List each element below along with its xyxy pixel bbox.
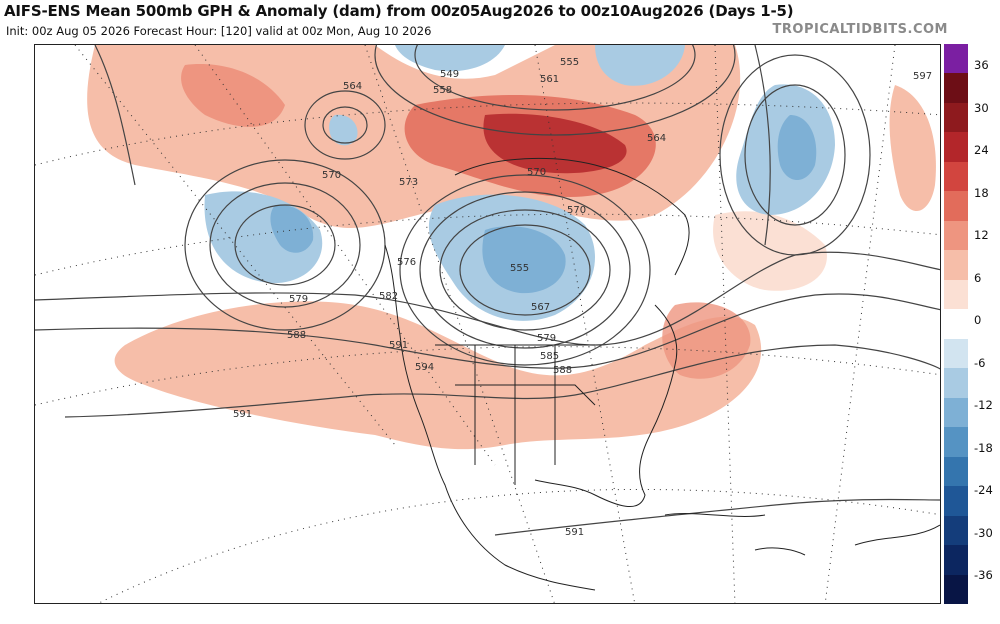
colorbar-tick-label: 30 [974, 101, 989, 115]
colorbar-segment [944, 427, 968, 457]
contour-label: 561 [540, 74, 559, 85]
contour-label: 594 [415, 362, 434, 373]
graticule [35, 45, 940, 603]
contour-label: 570 [322, 170, 341, 181]
contour-label: 591 [565, 527, 584, 538]
contour-label: 570 [567, 205, 586, 216]
contour-label: 555 [560, 57, 579, 68]
colorbar-tick-label: -18 [974, 441, 993, 455]
colorbar-segment [944, 309, 968, 339]
contour-label: 564 [647, 133, 666, 144]
coastlines [384, 157, 940, 591]
colorbar-segment [944, 280, 968, 309]
colorbar-tick-label: -30 [974, 526, 993, 540]
negative-anomaly-regions [204, 45, 835, 321]
colorbar-segment [944, 339, 968, 368]
contour-label: 588 [287, 330, 306, 341]
colorbar-segment [944, 221, 968, 250]
colorbar-tick-label: 36 [974, 58, 989, 72]
contour-label: 570 [527, 167, 546, 178]
colorbar-segment [944, 457, 968, 486]
contour-labels: 564 549 555 558 561 564 570 573 570 570 … [233, 57, 932, 538]
colorbar-segment [944, 545, 968, 575]
anomaly-colorbar [944, 44, 968, 604]
contour-label: 549 [440, 69, 459, 80]
colorbar-tick-label: -36 [974, 568, 993, 582]
contour-label: 573 [399, 177, 418, 188]
contour-label: 558 [433, 85, 452, 96]
contour-label: 597 [913, 71, 932, 82]
colorbar-segment [944, 103, 968, 132]
page-title: AIFS-ENS Mean 500mb GPH & Anomaly (dam) … [4, 2, 794, 20]
brand-watermark: TROPICALTIDBITS.COM [772, 22, 948, 37]
contour-label: 591 [389, 340, 408, 351]
contour-label: 564 [343, 81, 362, 92]
colorbar-tick-label: -24 [974, 483, 993, 497]
contour-label: 579 [289, 294, 308, 305]
contour-label: 585 [540, 351, 559, 362]
contour-label: 582 [379, 291, 398, 302]
contour-label: 588 [553, 365, 572, 376]
contour-label: 567 [531, 302, 550, 313]
colorbar-segment [944, 398, 968, 427]
contour-label: 576 [397, 257, 416, 268]
contour-label: 555 [510, 263, 529, 274]
colorbar-segment [944, 73, 968, 103]
forecast-subtitle: Init: 00z Aug 05 2026 Forecast Hour: [12… [6, 24, 432, 38]
colorbar-tick-label: -12 [974, 398, 993, 412]
colorbar-segment [944, 191, 968, 221]
colorbar-segment [944, 516, 968, 545]
colorbar-segment [944, 162, 968, 191]
colorbar-tick-label: 0 [974, 313, 982, 327]
weather-map[interactable]: 564 549 555 558 561 564 570 573 570 570 … [34, 44, 941, 604]
positive-anomaly-regions [87, 45, 936, 450]
colorbar-segment [944, 368, 968, 398]
colorbar-tick-label: 12 [974, 228, 989, 242]
contour-label: 591 [233, 409, 252, 420]
colorbar-segment [944, 575, 968, 604]
colorbar-segment [944, 132, 968, 162]
colorbar-tick-label: -6 [974, 356, 986, 370]
colorbar-segment [944, 44, 968, 73]
colorbar-segment [944, 486, 968, 516]
contour-label: 579 [537, 333, 556, 344]
colorbar-tick-label: 6 [974, 271, 982, 285]
colorbar-segment [944, 250, 968, 280]
colorbar-tick-label: 24 [974, 143, 989, 157]
colorbar-tick-label: 18 [974, 186, 989, 200]
